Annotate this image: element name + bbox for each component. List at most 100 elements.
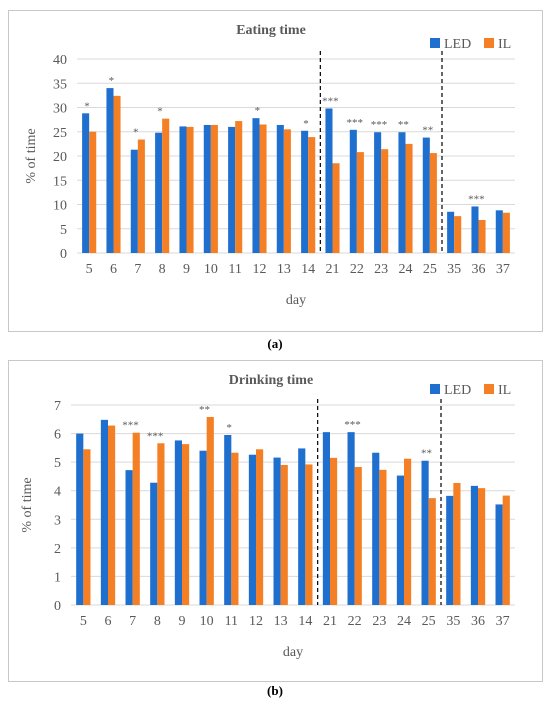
y-tick-label: 0 — [60, 247, 67, 262]
bar-il — [256, 449, 264, 605]
x-tick-label: 25 — [423, 262, 437, 277]
y-tick-label: 10 — [53, 199, 67, 214]
bar-led — [252, 118, 260, 253]
x-tick-label: 12 — [249, 614, 263, 629]
x-axis-label: day — [283, 645, 303, 660]
y-tick-label: 1 — [54, 570, 61, 585]
bar-led — [301, 130, 309, 253]
x-tick-label: 35 — [447, 262, 461, 277]
x-tick-label: 21 — [323, 614, 337, 629]
significance-label: * — [109, 75, 115, 87]
bar-il — [502, 495, 510, 605]
bar-led — [446, 495, 454, 605]
legend-swatch-led — [430, 384, 440, 394]
legend-label: IL — [498, 383, 511, 398]
drinking-time-panel: Drinking time 0 1 2 3 4 5 6 7% of time 5 6 *** 7 *** 8… — [8, 360, 543, 682]
significance-label: ** — [421, 448, 432, 460]
significance-label: *** — [344, 419, 361, 431]
x-tick-label: 13 — [274, 614, 288, 629]
x-tick-label: 12 — [253, 262, 267, 277]
x-tick-label: 37 — [496, 614, 510, 629]
bar-il — [478, 220, 486, 253]
y-tick-label: 20 — [53, 150, 67, 165]
significance-label: * — [303, 118, 309, 130]
bar-led — [155, 132, 163, 253]
x-tick-label: 10 — [200, 614, 214, 629]
bar-il — [210, 124, 218, 254]
bar-led — [228, 126, 236, 253]
x-tick-label: 7 — [129, 614, 136, 629]
y-tick-label: 4 — [54, 485, 61, 500]
x-tick-label: 22 — [348, 614, 362, 629]
bar-il — [354, 467, 362, 605]
bar-led — [325, 108, 333, 253]
significance-label: *** — [371, 119, 388, 131]
bar-led — [347, 432, 355, 605]
y-axis-label: % of time — [20, 477, 35, 532]
bar-led — [495, 210, 503, 253]
y-tick-label: 0 — [54, 599, 61, 614]
bar-led — [372, 452, 380, 605]
x-tick-label: 10 — [204, 262, 218, 277]
bar-led — [322, 432, 330, 605]
significance-label: ** — [422, 125, 433, 137]
bar-led — [179, 126, 187, 253]
legend-swatch-il — [484, 384, 494, 394]
bar-il — [259, 124, 267, 253]
chart-title: Drinking time — [229, 373, 313, 388]
significance-label: * — [255, 105, 261, 117]
y-tick-label: 30 — [53, 102, 67, 117]
legend-label: LED — [444, 37, 471, 52]
bar-led — [422, 137, 430, 253]
significance-label: * — [157, 106, 163, 118]
eating-time-panel: Eating time 0 5 10 15 20 25 30 35 40 % of time * 5 * 6… — [8, 10, 543, 332]
eating-time-chart: Eating time 0 5 10 15 20 25 30 35 40 % of time * 5 * 6… — [24, 23, 515, 308]
bar-led — [421, 460, 429, 605]
significance-label: ** — [398, 119, 409, 131]
y-tick-label: 2 — [54, 542, 61, 557]
x-tick-label: 8 — [159, 262, 166, 277]
legend-swatch-led — [430, 38, 440, 48]
bar-led — [471, 206, 479, 253]
bar-il — [308, 137, 316, 253]
significance-label: ** — [199, 404, 210, 416]
bar-il — [235, 121, 243, 253]
bar-il — [283, 129, 291, 253]
bar-il — [502, 212, 510, 253]
x-tick-label: 14 — [301, 262, 315, 277]
y-tick-label: 7 — [54, 399, 61, 414]
x-axis-label: day — [286, 293, 306, 308]
bar-il — [89, 131, 97, 253]
y-tick-label: 5 — [60, 223, 67, 238]
x-tick-label: 5 — [86, 262, 93, 277]
x-tick-label: 36 — [472, 262, 486, 277]
significance-label: *** — [468, 193, 485, 205]
bar-il — [113, 95, 121, 253]
bar-led — [82, 113, 90, 253]
y-tick-label: 6 — [54, 428, 61, 443]
bar-led — [199, 450, 207, 605]
bar-led — [396, 475, 404, 605]
bar-led — [273, 457, 281, 605]
bar-led — [374, 132, 382, 253]
caption-b: (b) — [267, 683, 283, 698]
bar-led — [495, 504, 503, 605]
bar-led — [76, 433, 84, 605]
bar-led — [106, 88, 114, 253]
y-tick-label: 25 — [53, 126, 67, 141]
x-tick-label: 11 — [228, 262, 241, 277]
legend-label: IL — [498, 37, 511, 52]
caption-a: (a) — [267, 336, 283, 351]
bar-il — [108, 425, 116, 605]
bar-il — [454, 216, 462, 253]
y-tick-label: 5 — [54, 456, 61, 471]
bar-il — [132, 432, 140, 605]
y-tick-label: 35 — [53, 77, 67, 92]
significance-label: * — [84, 100, 90, 112]
chart-title: Eating time — [236, 23, 306, 38]
bar-led — [130, 149, 138, 253]
significance-label: *** — [122, 420, 139, 432]
bar-led — [150, 482, 158, 605]
x-tick-label: 6 — [105, 614, 112, 629]
bar-il — [137, 139, 145, 253]
